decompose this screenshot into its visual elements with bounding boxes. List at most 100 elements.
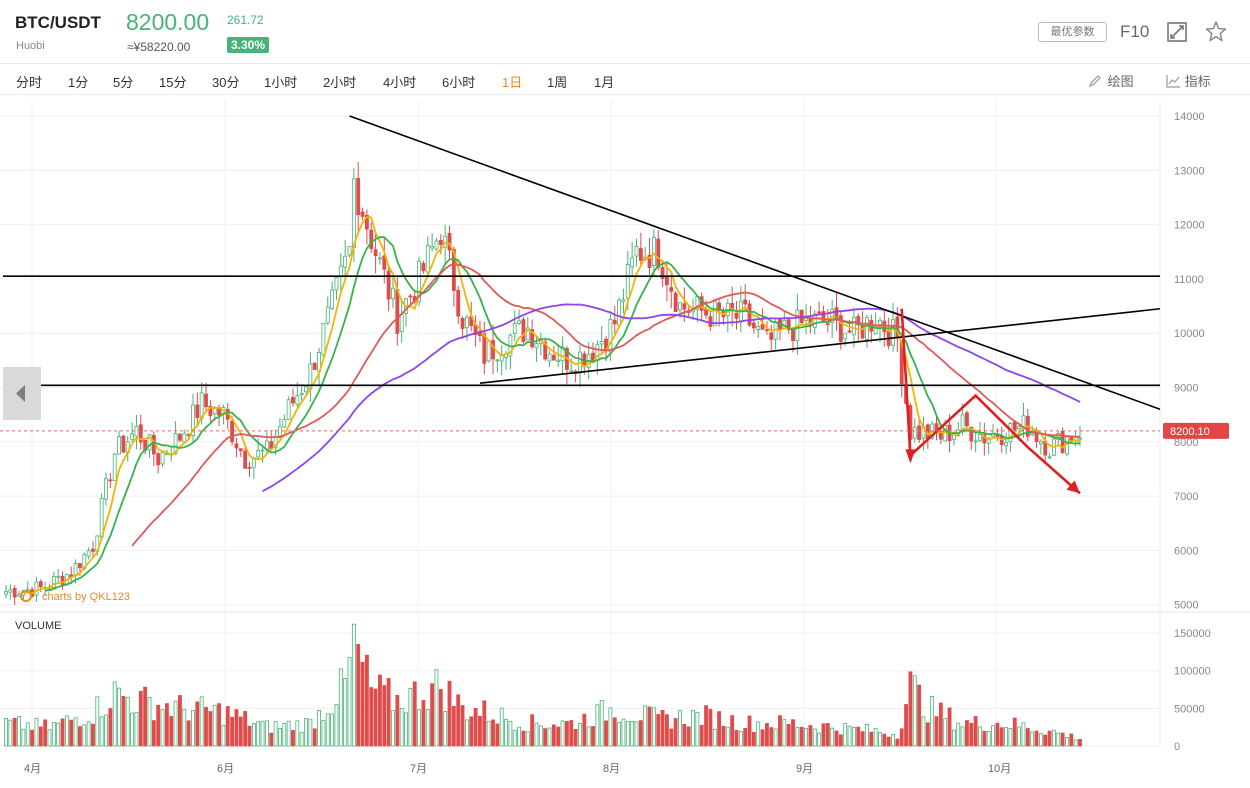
- candle: [1038, 441, 1043, 445]
- volume-bar: [212, 704, 217, 747]
- pencil-icon: [1089, 75, 1101, 87]
- volume-bar: [786, 723, 791, 747]
- price-chart[interactable]: 8200.10 14000 13000 12000 11000 10000 9000 8000…: [0, 95, 1250, 788]
- volume-bar: [408, 688, 413, 747]
- period-tab[interactable]: 1周: [547, 75, 568, 90]
- volume-bar: [386, 677, 391, 747]
- volume-bar: [295, 720, 300, 747]
- volume-bar: [12, 718, 17, 747]
- volume-bar: [791, 719, 795, 747]
- period-tab[interactable]: 6小时: [442, 75, 476, 90]
- volume-bar: [656, 714, 661, 747]
- volume-bar: [225, 706, 230, 747]
- star-icon[interactable]: [1204, 20, 1228, 44]
- candle: [1078, 437, 1082, 440]
- volume-bar: [260, 720, 265, 747]
- volume-bar: [878, 732, 882, 747]
- y-tick-label: 6000: [1174, 545, 1198, 557]
- candle: [482, 333, 487, 364]
- volume-bar: [573, 728, 578, 747]
- candle: [973, 440, 978, 443]
- volume-bar: [778, 715, 782, 747]
- volume-bar: [1025, 728, 1030, 747]
- volume-bar: [195, 701, 200, 747]
- volume-bar: [817, 732, 822, 747]
- volume-bar: [164, 703, 169, 747]
- candle: [1047, 456, 1052, 459]
- candle: [730, 302, 735, 312]
- volume-bar: [264, 720, 269, 747]
- draw-tool[interactable]: 绘图: [1088, 71, 1134, 90]
- volume-bar: [591, 726, 595, 747]
- volume-bar: [843, 723, 848, 747]
- y-tick-label: 7000: [1174, 491, 1198, 503]
- candle: [943, 425, 948, 442]
- candle: [621, 299, 626, 302]
- best-params-button[interactable]: 最优参数: [1038, 22, 1107, 42]
- period-tab[interactable]: 5分: [113, 75, 134, 90]
- volume-bar: [869, 731, 874, 747]
- candle: [351, 178, 356, 248]
- candle: [12, 588, 17, 598]
- period-tab[interactable]: 1月: [594, 75, 615, 90]
- volume-bar: [965, 720, 969, 747]
- period-tab[interactable]: 4小时: [383, 75, 417, 90]
- candle: [743, 299, 748, 305]
- fullscreen-icon[interactable]: [1165, 20, 1189, 44]
- period-tab[interactable]: 分时: [16, 75, 43, 90]
- candle: [178, 433, 182, 441]
- period-tab[interactable]: 30分: [212, 75, 240, 90]
- volume-bar: [782, 719, 787, 747]
- volume-bar: [512, 729, 517, 747]
- candle: [464, 317, 469, 329]
- scroll-left-button[interactable]: [3, 367, 41, 420]
- volume-bar: [360, 661, 365, 747]
- indicator-tool[interactable]: 指标: [1165, 71, 1211, 90]
- period-tab[interactable]: 2小时: [323, 75, 357, 90]
- volume-bar: [308, 718, 313, 747]
- candle: [60, 575, 65, 585]
- f10-button[interactable]: F10: [1120, 22, 1150, 41]
- volume-bar: [938, 702, 943, 747]
- candle: [260, 449, 265, 452]
- volume-bar: [647, 706, 652, 747]
- candle: [556, 359, 561, 362]
- candle: [673, 292, 678, 312]
- candle: [551, 354, 556, 361]
- volume-bar: [51, 721, 56, 747]
- candle: [56, 575, 61, 578]
- volume-bar: [730, 715, 735, 747]
- candle: [491, 340, 495, 360]
- volume-bar: [1078, 738, 1082, 747]
- candle: [851, 316, 856, 336]
- period-tab[interactable]: 1分: [68, 75, 89, 90]
- candle: [438, 240, 443, 245]
- volume-bar: [112, 681, 117, 747]
- candle: [299, 392, 304, 396]
- candle: [638, 248, 643, 261]
- candle: [356, 177, 361, 216]
- volume-bar: [669, 728, 674, 747]
- projection-path: [900, 308, 1081, 495]
- period-tab-active[interactable]: 1日: [502, 75, 523, 90]
- candle: [312, 362, 317, 371]
- candle: [625, 264, 630, 299]
- volume-bar: [991, 725, 995, 747]
- volume-bar: [608, 707, 613, 747]
- candle: [425, 245, 430, 273]
- candle: [678, 302, 682, 311]
- period-tab[interactable]: 1小时: [264, 75, 298, 90]
- volume-bar: [486, 720, 491, 747]
- volume-bar: [191, 710, 195, 747]
- volume-bar: [982, 730, 987, 747]
- period-tab[interactable]: 15分: [159, 75, 187, 90]
- candle: [399, 313, 404, 333]
- candle: [534, 343, 539, 349]
- volume-bar: [934, 716, 939, 747]
- candle: [117, 436, 121, 455]
- volume-bar: [1069, 733, 1074, 747]
- volume-bar: [543, 728, 548, 747]
- candle: [378, 257, 382, 260]
- candle: [4, 590, 8, 595]
- volume-bar: [847, 725, 852, 747]
